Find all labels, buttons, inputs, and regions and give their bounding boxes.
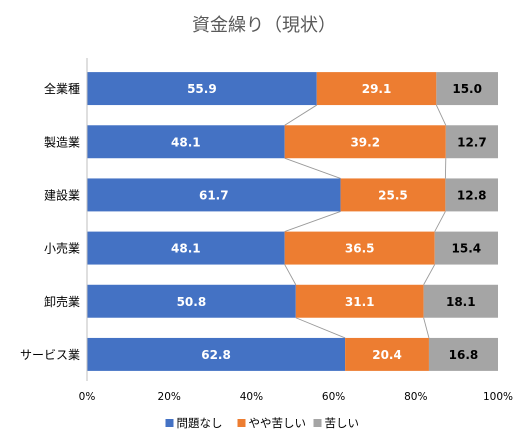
bar-segment bbox=[445, 178, 498, 212]
data-label: 48.1 bbox=[171, 242, 201, 256]
data-label: 25.5 bbox=[378, 188, 408, 202]
bar-segment bbox=[87, 125, 285, 159]
bar-segment bbox=[436, 72, 498, 106]
legend-entry: 苦しい bbox=[325, 416, 360, 430]
data-label: 61.7 bbox=[199, 188, 229, 202]
series-line bbox=[295, 317, 346, 339]
data-label: 12.7 bbox=[457, 135, 487, 149]
category-label: サービス業 bbox=[20, 348, 80, 362]
bar-segment bbox=[87, 231, 285, 265]
legend: 問題なし やや苦しい 苦しい bbox=[165, 416, 360, 430]
data-label: 16.8 bbox=[449, 348, 479, 362]
chart-title: 資金繰り（現状） bbox=[192, 15, 336, 36]
category-label: 建設業 bbox=[44, 187, 80, 202]
series-lines bbox=[284, 104, 447, 339]
x-tick-label: 40% bbox=[240, 391, 263, 403]
bar-segment bbox=[87, 284, 296, 318]
x-tick-label: 0% bbox=[79, 391, 96, 403]
x-tick-label: 60% bbox=[322, 391, 345, 403]
bar-segment bbox=[87, 72, 317, 106]
legend-swatch bbox=[237, 419, 246, 427]
series-line bbox=[423, 264, 436, 285]
bar-segment bbox=[340, 178, 446, 212]
bar-segment bbox=[428, 337, 498, 371]
bar-segment bbox=[284, 125, 446, 159]
legend-swatch bbox=[165, 419, 174, 427]
legend-swatch bbox=[313, 419, 322, 427]
series-line bbox=[284, 104, 317, 126]
data-label: 55.9 bbox=[187, 82, 217, 96]
bar-segment bbox=[423, 284, 498, 318]
bar-segment bbox=[87, 178, 341, 212]
series-line bbox=[434, 211, 446, 232]
bar-segment bbox=[445, 125, 498, 159]
data-label: 36.5 bbox=[345, 242, 375, 256]
bar-segment bbox=[87, 337, 346, 371]
series-line bbox=[423, 317, 430, 339]
data-labels: 55.9 29.1 15.0 48.1 39.2 12.7 61.7 25.5 12.8 48.1… bbox=[171, 82, 487, 362]
data-label: 15.0 bbox=[452, 82, 482, 96]
data-label: 50.8 bbox=[177, 295, 207, 309]
data-label: 62.8 bbox=[201, 348, 231, 362]
data-label: 20.4 bbox=[372, 348, 402, 362]
series-line bbox=[284, 210, 341, 233]
bar-segment bbox=[316, 72, 437, 106]
series-line bbox=[284, 264, 297, 285]
data-label: 12.8 bbox=[457, 188, 487, 202]
data-label: 39.2 bbox=[350, 135, 380, 149]
bars bbox=[87, 72, 498, 371]
data-label: 31.1 bbox=[345, 295, 375, 309]
legend-entry: 問題なし bbox=[177, 416, 223, 430]
category-label: 製造業 bbox=[44, 135, 80, 149]
series-line bbox=[435, 104, 447, 126]
category-label: 卸売業 bbox=[44, 294, 80, 309]
category-label: 全業種 bbox=[44, 81, 80, 96]
x-tick-label: 20% bbox=[158, 391, 181, 403]
bar-segment bbox=[434, 231, 498, 265]
data-label: 29.1 bbox=[362, 82, 392, 96]
category-label: 小売業 bbox=[44, 241, 80, 256]
data-label: 48.1 bbox=[171, 135, 201, 149]
legend-entry: やや苦しい bbox=[249, 416, 307, 430]
bar-segment bbox=[295, 284, 424, 318]
bar-segment bbox=[345, 337, 429, 371]
x-tick-label: 80% bbox=[404, 391, 427, 403]
data-label: 18.1 bbox=[446, 295, 476, 309]
data-label: 15.4 bbox=[452, 242, 482, 256]
series-line bbox=[284, 157, 341, 179]
x-tick-label: 100% bbox=[483, 391, 513, 403]
bar-segment bbox=[284, 231, 435, 265]
